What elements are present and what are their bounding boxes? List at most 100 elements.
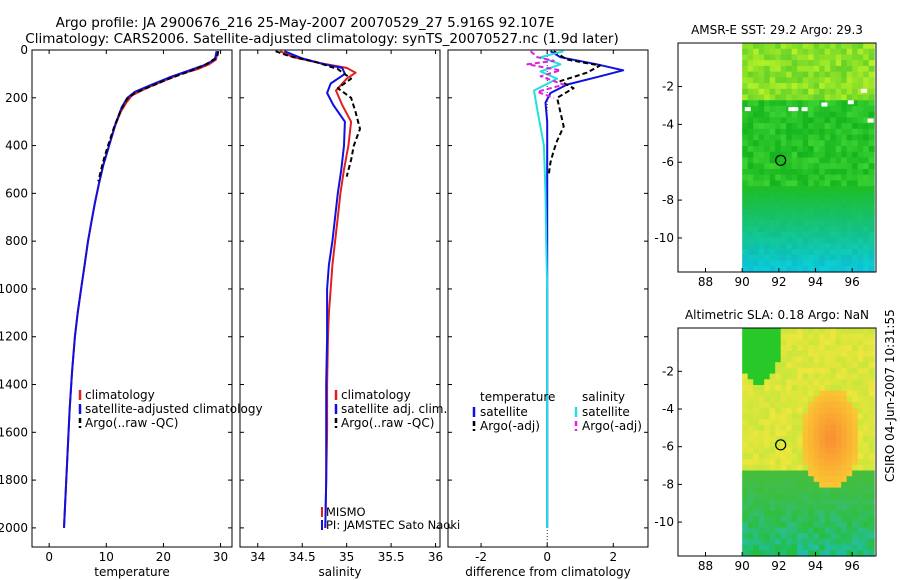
heatmap-cell [775, 94, 782, 101]
heatmap-cell [852, 350, 859, 358]
heatmap-cell [797, 65, 804, 73]
heatmap-cell [830, 464, 837, 472]
heatmap-cell [830, 146, 837, 153]
heatmap-cell [802, 157, 809, 164]
heatmap-cell [802, 379, 809, 386]
heatmap-cell [802, 385, 809, 392]
heatmap-cell [742, 249, 749, 256]
heatmap-cell [857, 209, 864, 216]
heatmap-cell [769, 390, 776, 397]
heatmap-cell [742, 146, 749, 153]
heatmap-cell [841, 487, 848, 494]
heatmap-cell [846, 516, 853, 523]
heatmap-cell [824, 527, 831, 534]
heatmap-cell [846, 65, 853, 73]
heatmap-cell [863, 345, 870, 352]
heatmap-cell [758, 83, 765, 90]
heatmap-cell [830, 487, 837, 494]
heatmap-cell [830, 402, 837, 409]
heatmap-cell [868, 385, 875, 392]
heatmap-cell [813, 447, 820, 454]
heatmap-cell [819, 243, 826, 250]
heatmap-cell [769, 163, 776, 170]
heatmap-cell [747, 333, 754, 340]
heatmap-cell [824, 111, 831, 119]
heatmap-cell [753, 43, 760, 50]
heatmap-cell [775, 533, 782, 540]
heatmap-cell [846, 117, 853, 124]
heatmap-cell [797, 350, 804, 358]
heatmap-cell [764, 373, 771, 380]
heatmap-cell [841, 146, 848, 153]
heatmap-cell [742, 231, 749, 239]
heatmap-cell [868, 209, 875, 216]
heatmap-cell [753, 413, 760, 420]
heatmap-cell [857, 117, 864, 124]
heatmap-cell [824, 419, 831, 426]
heatmap-cell [808, 168, 815, 176]
heatmap-cell [841, 504, 848, 511]
heatmap-cell [780, 464, 787, 472]
heatmap-cell [780, 226, 787, 233]
heatmap-cell [769, 83, 776, 90]
heatmap-cell [868, 197, 875, 204]
heatmap-cell [824, 521, 831, 529]
heatmap-cell [758, 533, 765, 540]
heatmap-cell [857, 260, 864, 267]
heatmap-cell [824, 333, 831, 340]
heatmap-cell [797, 214, 804, 222]
heatmap-cell [753, 65, 760, 73]
heatmap-cell [769, 249, 776, 256]
heatmap-cell [813, 350, 820, 358]
y-tick-label: 1400 [0, 378, 28, 392]
heatmap-cell [852, 470, 859, 477]
heatmap-cell [857, 111, 864, 119]
heatmap-cell [813, 168, 820, 176]
heatmap-cell [868, 350, 875, 358]
heatmap-cell [835, 48, 842, 56]
heatmap-cell [791, 373, 798, 380]
heatmap-cell [758, 191, 765, 199]
heatmap-cell [802, 83, 809, 90]
heatmap-cell [824, 476, 831, 483]
heatmap-cell [775, 163, 782, 170]
heatmap-cell [846, 266, 853, 273]
heatmap-cell [824, 424, 831, 432]
heatmap-cell [808, 516, 815, 523]
heatmap-cell [780, 339, 787, 346]
heatmap-cell [835, 60, 842, 67]
heatmap-cell [797, 385, 804, 392]
heatmap-cell [868, 237, 875, 244]
heatmap-cell [808, 203, 815, 210]
heatmap-cell [846, 510, 853, 517]
heatmap-cell [819, 128, 826, 136]
heatmap-cell [742, 83, 749, 90]
heatmap-cell [808, 111, 815, 119]
heatmap-cell [764, 396, 771, 403]
heatmap-cell [764, 367, 771, 375]
heatmap-cell [786, 186, 793, 193]
heatmap-cell [753, 94, 760, 101]
heatmap-cell [769, 373, 776, 380]
heatmap-cell [742, 362, 749, 369]
heatmap-cell [824, 350, 831, 358]
heatmap-cell [824, 254, 831, 262]
heatmap-cell [868, 356, 875, 363]
heatmap-cell [742, 544, 749, 551]
heatmap-cell [769, 464, 776, 472]
heatmap-cell [819, 407, 826, 415]
heatmap-cell [868, 180, 875, 187]
heatmap-cell [764, 140, 771, 147]
heatmap-cell [808, 151, 815, 159]
heatmap-cell [742, 453, 749, 460]
heatmap-cell [863, 134, 870, 141]
heatmap-cell [764, 339, 771, 346]
heatmap-cell [846, 151, 853, 159]
heatmap-cell [857, 499, 864, 506]
heatmap-cell [753, 88, 760, 96]
heatmap-cell [846, 396, 853, 403]
heatmap-cell [791, 493, 798, 500]
heatmap-cell [802, 521, 809, 529]
heatmap-cell [753, 510, 760, 517]
plot-frame [447, 49, 649, 548]
